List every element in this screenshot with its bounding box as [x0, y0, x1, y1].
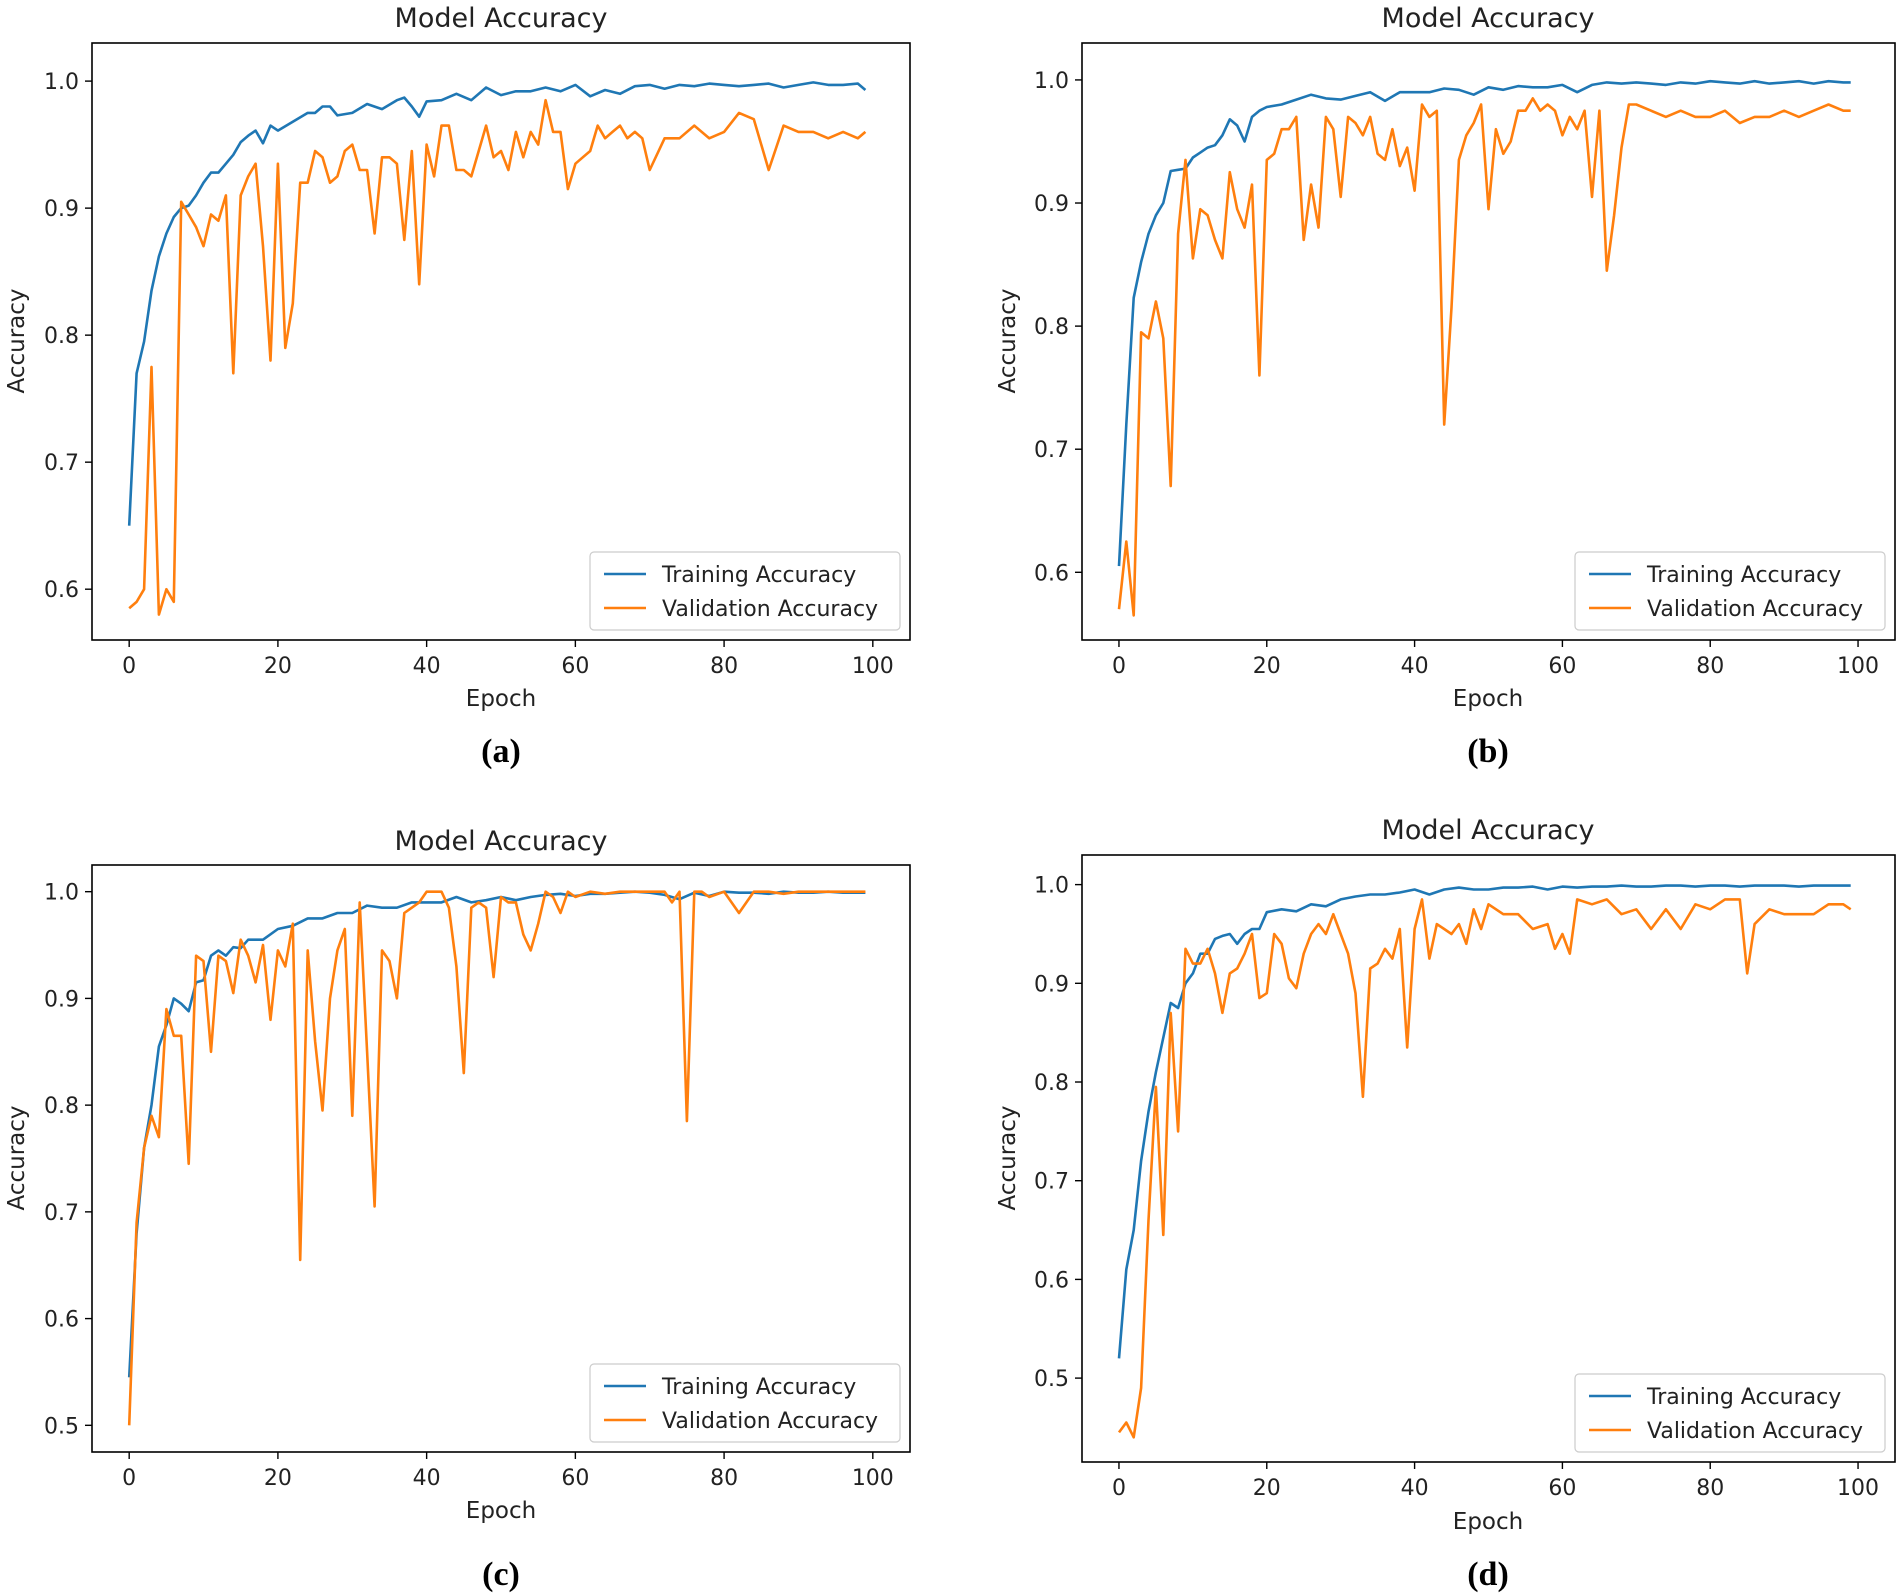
legend: Training Accuracy Validation Accuracy [589, 1363, 901, 1443]
axes-frame [91, 42, 911, 641]
x-tick-label: 20 [1253, 654, 1281, 679]
validation-accuracy-line [128, 98, 867, 616]
y-tick-label: 0.9 [1034, 972, 1069, 997]
y-tick-label: 0.5 [44, 1414, 79, 1439]
x-tick-label: 100 [852, 654, 894, 679]
x-axis-label: Epoch [466, 1498, 536, 1524]
x-tick-label: 60 [1548, 1476, 1576, 1501]
plot-area: 0 20 40 60 80 100 0.5 0.6 0.7 0.8 0.9 1.0 Training A… [44, 864, 911, 1491]
x-tick-label: 40 [1401, 654, 1429, 679]
x-axis-label: Epoch [1453, 1509, 1523, 1535]
validation-accuracy-line [1117, 97, 1851, 617]
subfigure-label: (d) [1467, 1556, 1509, 1593]
legend-box [1574, 1373, 1886, 1453]
subfigure-label: (a) [481, 733, 521, 770]
y-tick-label: 0.6 [1034, 1268, 1069, 1293]
legend-label: Training Accuracy [1646, 563, 1841, 588]
y-tick-label: 0.6 [1034, 561, 1069, 586]
chart-title: Model Accuracy [395, 3, 608, 34]
x-tick-label: 80 [710, 654, 738, 679]
subfigure-label: (c) [482, 1556, 520, 1593]
plot-area: 0 20 40 60 80 100 0.6 0.7 0.8 0.9 1.0 Training Accu… [1034, 42, 1896, 679]
x-tick-label: 20 [264, 654, 292, 679]
x-tick-label: 0 [1112, 654, 1126, 679]
legend-label: Validation Accuracy [1647, 1419, 1863, 1444]
chart-title: Model Accuracy [1382, 815, 1595, 846]
x-tick-label: 60 [561, 1466, 589, 1491]
x-tick-label: 100 [1837, 1476, 1879, 1501]
training-accuracy-line [127, 890, 866, 1378]
x-tick-label: 20 [264, 1466, 292, 1491]
y-tick-label: 0.9 [44, 987, 79, 1012]
plot-area: 0 20 40 60 80 100 0.5 0.6 0.7 0.8 0.9 1.0 Training A… [1034, 854, 1896, 1501]
legend-label: Validation Accuracy [1647, 597, 1863, 622]
plot-area: 0 20 40 60 80 100 0.6 0.7 0.8 0.9 1.0 Training Accu… [44, 42, 911, 679]
legend: Training Accuracy Validation Accuracy [589, 551, 901, 631]
legend-box [589, 1363, 901, 1443]
training-accuracy-line [1117, 79, 1851, 567]
y-tick-label: 1.0 [1034, 69, 1069, 94]
legend: Training Accuracy Validation Accuracy [1574, 551, 1886, 631]
chart-title: Model Accuracy [1382, 3, 1595, 34]
y-tick-label: 0.8 [1034, 315, 1069, 340]
x-tick-label: 60 [561, 654, 589, 679]
y-tick-label: 0.8 [44, 1094, 79, 1119]
legend-box [589, 551, 901, 631]
x-tick-label: 0 [122, 1466, 136, 1491]
legend-label: Training Accuracy [661, 563, 856, 588]
x-tick-label: 40 [413, 654, 441, 679]
panel-d: Model Accuracy Accuracy Epoch (d) 0 20 40 6… [995, 815, 1896, 1593]
axes-frame [1081, 854, 1896, 1463]
y-tick-label: 0.7 [44, 451, 79, 476]
x-tick-label: 80 [1696, 1476, 1724, 1501]
y-tick-label: 1.0 [44, 70, 79, 95]
x-tick-label: 20 [1253, 1476, 1281, 1501]
x-axis-label: Epoch [466, 686, 536, 712]
training-accuracy-line [1117, 884, 1851, 1359]
y-tick-label: 0.5 [1034, 1367, 1069, 1392]
panel-c: Model Accuracy Accuracy Epoch (c) 0 20 40 6… [4, 826, 911, 1593]
y-tick-label: 0.7 [44, 1201, 79, 1226]
x-tick-label: 40 [413, 1466, 441, 1491]
x-tick-label: 40 [1401, 1476, 1429, 1501]
y-tick-label: 1.0 [44, 881, 79, 906]
y-tick-label: 0.7 [1034, 1170, 1069, 1195]
y-axis-label: Accuracy [995, 288, 1021, 393]
y-tick-label: 0.9 [44, 197, 79, 222]
subfigure-label: (b) [1467, 733, 1509, 770]
x-tick-label: 100 [1837, 654, 1879, 679]
y-tick-label: 0.6 [44, 1308, 79, 1333]
y-axis-label: Accuracy [4, 1105, 30, 1210]
y-axis-label: Accuracy [995, 1105, 1021, 1210]
y-tick-label: 0.9 [1034, 192, 1069, 217]
x-tick-label: 80 [1696, 654, 1724, 679]
validation-accuracy-line [1117, 898, 1852, 1439]
y-tick-label: 1.0 [1034, 874, 1069, 899]
x-tick-label: 100 [852, 1466, 894, 1491]
panel-a: Model Accuracy Accuracy Epoch (a) 0 20 40 6… [4, 3, 911, 770]
training-accuracy-line [127, 81, 867, 526]
x-axis-label: Epoch [1453, 686, 1523, 712]
x-tick-label: 0 [1112, 1476, 1126, 1501]
y-tick-label: 0.8 [44, 324, 79, 349]
axes-frame [91, 864, 911, 1453]
y-tick-label: 0.8 [1034, 1071, 1069, 1096]
x-tick-label: 80 [710, 1466, 738, 1491]
legend-box [1574, 551, 1886, 631]
legend-label: Validation Accuracy [662, 1409, 878, 1434]
validation-accuracy-line [127, 890, 866, 1426]
x-tick-label: 0 [122, 654, 136, 679]
axes-frame [1081, 42, 1896, 641]
y-tick-label: 0.6 [44, 578, 79, 603]
legend-label: Training Accuracy [661, 1375, 856, 1400]
legend: Training Accuracy Validation Accuracy [1574, 1373, 1886, 1453]
y-tick-label: 0.7 [1034, 438, 1069, 463]
x-tick-label: 60 [1548, 654, 1576, 679]
chart-title: Model Accuracy [395, 826, 608, 857]
legend-label: Training Accuracy [1646, 1385, 1841, 1410]
legend-label: Validation Accuracy [662, 597, 878, 622]
panel-b: Model Accuracy Accuracy Epoch (b) 0 20 40 6… [995, 3, 1896, 770]
y-axis-label: Accuracy [4, 288, 30, 393]
